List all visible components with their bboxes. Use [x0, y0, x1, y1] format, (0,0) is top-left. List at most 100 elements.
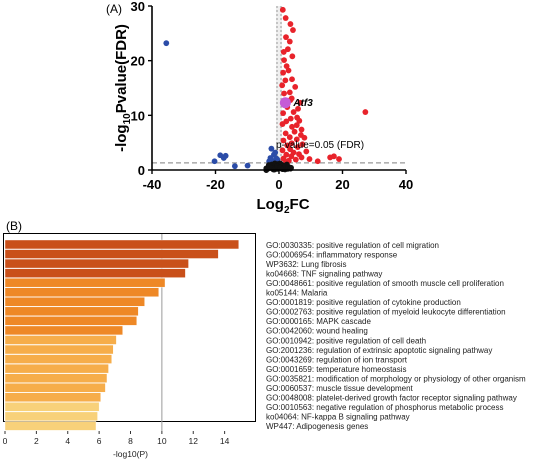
bar-label-1: GO:0006954: inflammatory response	[266, 250, 398, 259]
point-up-34	[298, 126, 305, 133]
point-up-1	[282, 15, 289, 21]
bar-5	[4, 287, 159, 297]
point-up-28	[287, 115, 294, 122]
bar-x-tick-label-8: 8	[128, 436, 133, 446]
bar-16	[4, 392, 101, 402]
y-tick-label-20: 20	[131, 54, 145, 69]
point-up-13	[289, 76, 295, 83]
bar-x-tick-label-14: 14	[220, 436, 230, 446]
point-up-60	[331, 153, 337, 160]
point-up-10	[283, 63, 290, 70]
point-down-12	[272, 149, 279, 156]
point-up-47	[279, 147, 286, 154]
bar-x-tick-label-4: 4	[65, 436, 70, 446]
bar-12	[4, 354, 112, 364]
zero-band	[276, 6, 282, 170]
point-up-29	[296, 117, 303, 124]
bar-label-19: WP447: Adipogenesis genes	[266, 422, 368, 431]
threshold-label: p-value=0.05 (FDR)	[276, 140, 364, 151]
bar-x-tick-label-2: 2	[34, 436, 39, 446]
bar-label-2: WP3632: Lung fibrosis	[266, 260, 347, 269]
bar-4	[4, 278, 166, 288]
bar-label-4: GO:0048661: positive regulation of smoot…	[266, 279, 504, 288]
point-down-5	[231, 163, 238, 170]
y-axis-title-pre: -log	[113, 124, 130, 152]
point-up-52	[288, 153, 295, 160]
point-up-17	[286, 89, 293, 96]
point-up-15	[279, 82, 286, 89]
bar-label-15: GO:0060537: muscle tissue development	[266, 384, 414, 393]
bar-3	[4, 268, 186, 278]
point-up-24	[290, 109, 297, 115]
point-up-25	[280, 110, 287, 117]
y-tick-label-10: 10	[131, 108, 145, 123]
point-up-12	[285, 67, 292, 74]
point-up-40	[293, 136, 300, 143]
panel-a-label: (A)	[106, 2, 122, 16]
point-up-42	[288, 140, 295, 147]
point-up-35	[291, 128, 298, 135]
point-down-0	[163, 40, 170, 47]
point-down-3	[222, 152, 229, 159]
point-up-32	[289, 123, 295, 130]
point-up-3	[290, 27, 296, 33]
point-up-39	[301, 134, 308, 141]
bar-8	[4, 316, 137, 326]
panel-b-frame	[3, 233, 256, 422]
point-up-18	[281, 90, 287, 97]
y-axis-title: -log10Pvalue(FDR)	[113, 24, 133, 152]
y-axis-title-sub: 10	[122, 113, 133, 125]
bar-label-9: GO:0042060: wound healing	[266, 327, 368, 336]
point-up-56	[306, 156, 313, 162]
bar-label-11: GO:2001236: regulation of extrinsic apop…	[266, 346, 492, 355]
bar-label-16: GO:0048008: platelet-derived growth fact…	[266, 394, 517, 403]
bar-label-13: GO:0001659: temperature homeostasis	[266, 365, 407, 374]
bar-9	[4, 325, 123, 336]
point-down-6	[244, 162, 251, 169]
point-up-26	[362, 109, 369, 115]
bar-label-6: GO:0001819: positive regulation of cytok…	[266, 298, 461, 307]
point-up-38	[286, 134, 293, 141]
point-up-45	[294, 144, 301, 150]
x-axis-title: Log2FC	[256, 196, 309, 216]
y-axis-title-tail: Pvalue(FDR)	[113, 24, 130, 113]
point-up-9	[281, 57, 287, 64]
panel-b-label: (B)	[6, 219, 22, 233]
highlight-label: Atf3	[292, 98, 313, 109]
bar-19	[4, 421, 97, 431]
bar-x-axis-title: -log10(P)	[113, 449, 148, 459]
x-tick-label-20: 20	[335, 177, 349, 192]
point-down-4	[211, 158, 218, 165]
point-up-2	[287, 21, 294, 27]
bar-2	[4, 258, 189, 269]
point-up-31	[293, 122, 300, 129]
bar-15	[4, 383, 106, 393]
point-up-7	[280, 49, 287, 55]
bar-x-tick-label-6: 6	[97, 436, 102, 446]
point-up-4	[283, 34, 289, 41]
x-axis-title-tail: FC	[290, 196, 310, 213]
bar-label-14: GO:0035821: modification of morphology o…	[266, 374, 526, 383]
x-axis-title-pre: Log	[256, 196, 284, 213]
point-up-8	[289, 53, 296, 60]
x-tick-label-40: 40	[399, 177, 413, 192]
bar-17	[4, 402, 100, 412]
y-tick-label-0: 0	[138, 163, 145, 178]
bar-0	[4, 239, 239, 250]
bar-x-tick-label-0: 0	[3, 436, 8, 446]
point-up-5	[286, 38, 293, 45]
highlight-point	[279, 97, 291, 109]
bar-11	[4, 344, 114, 355]
bar-6	[4, 297, 145, 307]
point-up-14	[282, 77, 289, 84]
x-axis-title-sub: 2	[284, 205, 290, 216]
bar-x-tick-label-12: 12	[189, 436, 199, 446]
bar-x-tick-label-10: 10	[157, 436, 167, 446]
x-tick-label--40: -40	[143, 177, 162, 192]
bar-label-5: ko05144: Malaria	[266, 289, 328, 298]
point-up-16	[292, 84, 299, 90]
point-up-6	[284, 46, 291, 53]
x-tick-label--20: -20	[206, 177, 225, 192]
point-up-53	[298, 154, 305, 161]
